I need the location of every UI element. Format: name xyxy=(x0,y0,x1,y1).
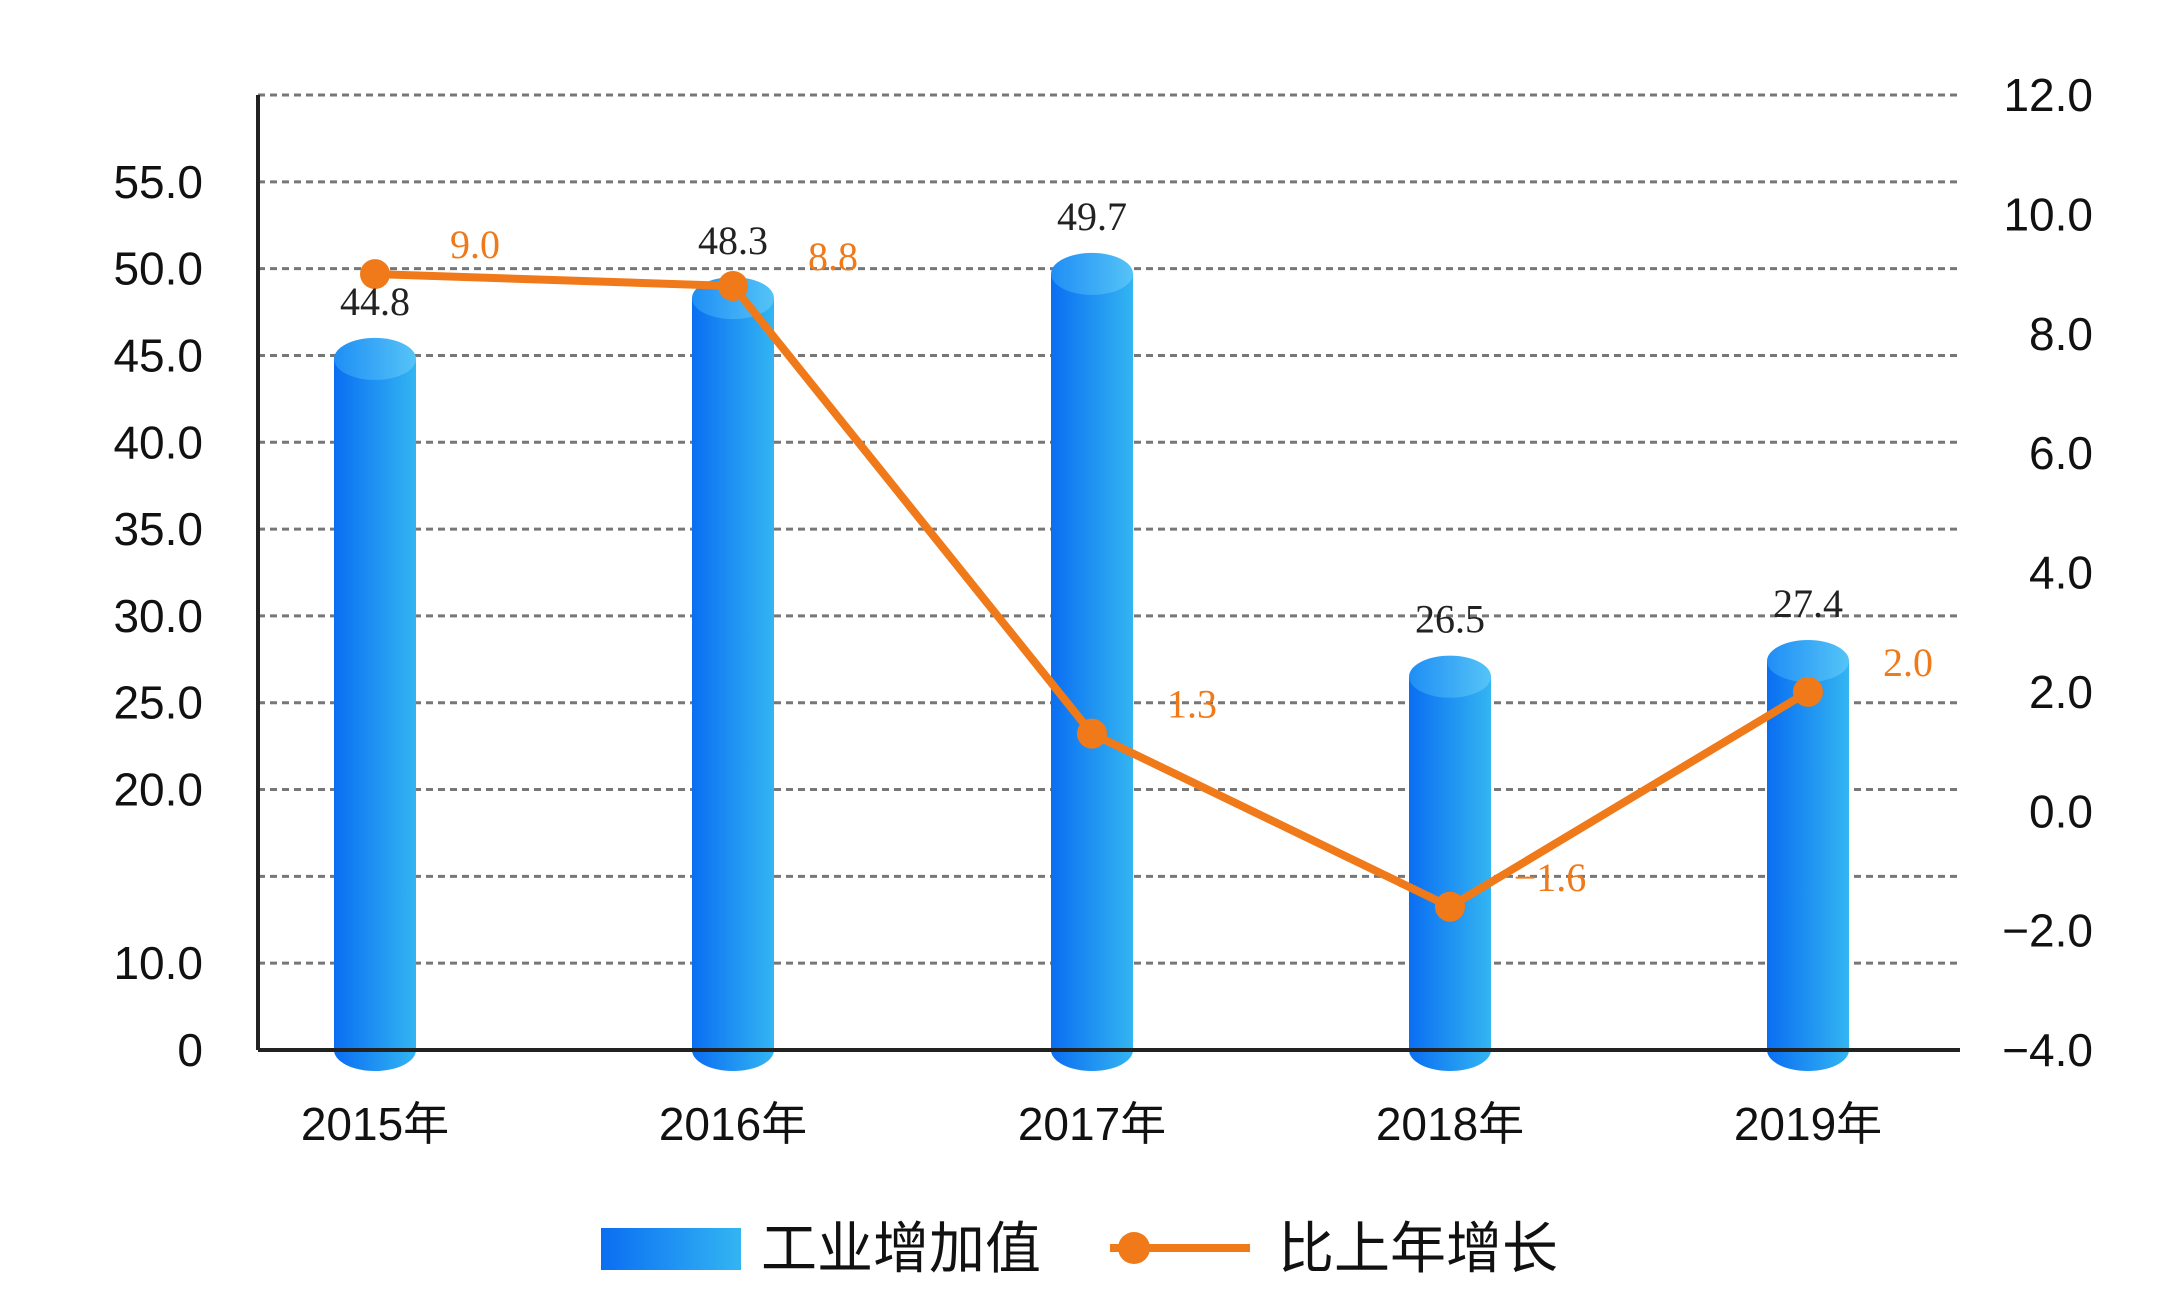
bar-body xyxy=(1767,661,1849,1071)
legend: 工业增加值 比上年增长 xyxy=(601,1217,1558,1282)
bar-2019年 xyxy=(1767,640,1849,1071)
growth-value-label: 8.8 xyxy=(808,234,858,279)
right-tick-label: 2.0 xyxy=(2029,666,2093,718)
bar-body xyxy=(334,358,416,1072)
growth-value-label: 2.0 xyxy=(1883,640,1933,685)
growth-value-label: 9.0 xyxy=(450,222,500,267)
legend-bar-label: 工业增加值 xyxy=(761,1217,1041,1282)
bar-value-label: 26.5 xyxy=(1415,597,1485,642)
data-labels: 44.8 48.3 49.7 26.5 27.4 9.0 8.8 1.3 −1.6 2.0 xyxy=(340,194,1933,900)
grid-lines xyxy=(258,93,1960,965)
x-tick-label: 2018年 xyxy=(1376,1098,1524,1150)
left-tick-label: 45.0 xyxy=(113,329,203,381)
growth-value-label: 1.3 xyxy=(1167,682,1217,727)
right-tick-label: 6.0 xyxy=(2029,427,2093,479)
bar-value-label: 48.3 xyxy=(698,218,768,263)
right-tick-label: −2.0 xyxy=(2002,905,2093,957)
bar-value-label: 44.8 xyxy=(340,279,410,324)
right-tick-label: 0.0 xyxy=(2029,785,2093,837)
bar-value-label: 49.7 xyxy=(1057,194,1127,239)
right-tick-label: 8.0 xyxy=(2029,308,2093,360)
left-tick-label: 10.0 xyxy=(113,937,203,989)
bar-top xyxy=(334,337,416,380)
right-tick-label: −4.0 xyxy=(2002,1024,2093,1076)
right-tick-label: 4.0 xyxy=(2029,547,2093,599)
left-tick-label: 25.0 xyxy=(113,677,203,729)
bar-value-label: 27.4 xyxy=(1773,581,1843,626)
axes: 0 10.0 20.0 25.0 30.0 35.0 40.0 45.0 50.0 55.0 −4.… xyxy=(113,69,2093,1150)
bar-body xyxy=(1409,676,1491,1071)
x-tick-label: 2016年 xyxy=(659,1098,807,1150)
x-tick-label: 2015年 xyxy=(301,1098,449,1150)
bar-2016年 xyxy=(692,277,774,1071)
bar-top xyxy=(1409,655,1491,698)
left-tick-label: 0 xyxy=(177,1024,203,1076)
x-tick-label: 2019年 xyxy=(1734,1098,1882,1150)
legend-bar-swatch xyxy=(601,1228,741,1270)
bar-series xyxy=(334,252,1849,1072)
growth-point xyxy=(1435,891,1465,922)
growth-point xyxy=(360,259,390,290)
bar-body xyxy=(1051,273,1133,1071)
left-tick-label: 40.0 xyxy=(113,416,203,468)
legend-line-label: 比上年增长 xyxy=(1278,1217,1558,1282)
right-tick-label: 12.0 xyxy=(2003,69,2093,121)
bar-2017年 xyxy=(1051,252,1133,1071)
line-series xyxy=(360,259,1823,922)
growth-point xyxy=(718,271,748,301)
left-tick-label: 30.0 xyxy=(113,590,203,642)
left-tick-label: 20.0 xyxy=(113,764,203,816)
growth-value-label: −1.6 xyxy=(1514,855,1587,900)
left-tick-label: 55.0 xyxy=(113,156,203,208)
left-tick-label: 50.0 xyxy=(113,243,203,295)
growth-point xyxy=(1793,676,1823,707)
x-tick-label: 2017年 xyxy=(1018,1098,1166,1150)
bar-2018年 xyxy=(1409,655,1491,1071)
legend-line-marker xyxy=(1118,1232,1150,1264)
growth-point xyxy=(1077,718,1107,749)
right-tick-label: 10.0 xyxy=(2003,188,2093,240)
bar-2015年 xyxy=(334,337,416,1072)
left-tick-label: 35.0 xyxy=(113,503,203,555)
bar-body xyxy=(692,298,774,1071)
bar-top xyxy=(1767,640,1849,683)
bar-top xyxy=(1051,252,1133,295)
